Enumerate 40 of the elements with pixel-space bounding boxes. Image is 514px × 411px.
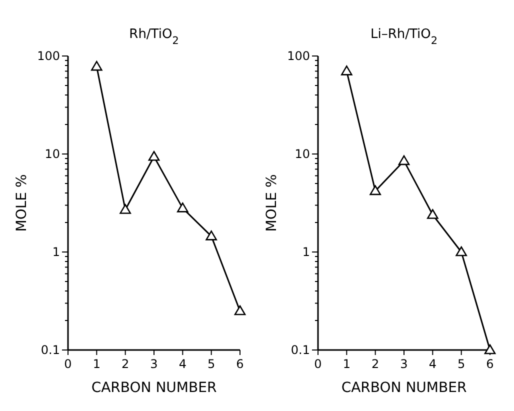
point [177, 202, 188, 212]
x-tick-label: 5 [208, 357, 216, 371]
x-tick-label: 4 [428, 357, 436, 371]
x-tick-label: 5 [458, 357, 466, 371]
x-tick-label: 1 [342, 357, 350, 371]
x-tick-label: 1 [92, 357, 100, 371]
x-tick-label: 3 [400, 357, 408, 371]
y-tick-label: 100 [287, 49, 310, 63]
point [370, 185, 381, 196]
point [341, 66, 352, 76]
y-tick-label: 1 [52, 245, 60, 259]
point [91, 60, 102, 71]
x-tick-label: 6 [486, 357, 494, 371]
x-axis-title: CARBON NUMBER [91, 380, 217, 396]
x-tick-label: 2 [372, 357, 380, 371]
point [398, 155, 410, 166]
chart-title: Rh/TiO$_{2}$ [129, 27, 179, 47]
x-axis-title: CARBON NUMBER [341, 380, 467, 396]
x-tick-label: 6 [236, 357, 244, 371]
y-axis-title: MOLE % [264, 174, 280, 232]
y-tick-label: 0.1 [40, 343, 60, 357]
point [427, 209, 438, 219]
chart-title: Li–Rh/TiO$_{2}$ [370, 27, 438, 47]
point [148, 150, 160, 161]
point [456, 246, 467, 256]
y-tick-label: 10 [294, 147, 310, 161]
y-tick-label: 100 [37, 49, 60, 63]
point [206, 230, 217, 240]
y-axis-title: MOLE % [14, 174, 30, 232]
x-tick-label: 0 [64, 357, 72, 371]
y-tick-label: 10 [44, 147, 60, 161]
y-tick-label: 1 [302, 245, 310, 259]
point [234, 305, 246, 316]
y-tick-label: 0.1 [290, 343, 310, 357]
point [120, 204, 131, 214]
x-tick-label: 4 [178, 357, 186, 371]
x-tick-label: 3 [150, 357, 158, 371]
x-tick-label: 0 [314, 357, 322, 371]
x-tick-label: 2 [122, 357, 130, 371]
point [484, 344, 496, 354]
